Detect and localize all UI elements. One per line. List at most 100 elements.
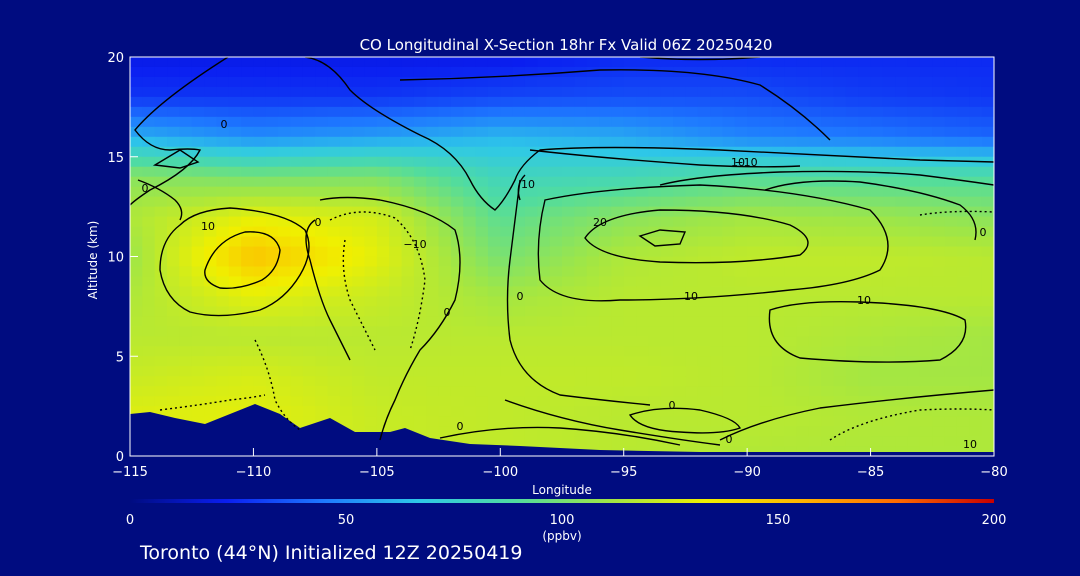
field-cell — [747, 116, 761, 128]
field-cell — [265, 386, 279, 397]
field-cell — [673, 266, 687, 278]
field-cell — [759, 436, 773, 447]
field-cell — [710, 446, 724, 456]
field-cell — [636, 76, 649, 88]
field-cell — [648, 206, 662, 218]
field-cell — [870, 146, 884, 158]
field-cell — [845, 216, 859, 228]
field-cell — [611, 276, 625, 288]
field-cell — [450, 406, 464, 417]
field-cell — [413, 336, 427, 347]
field-cell — [253, 186, 267, 198]
field-cell — [537, 286, 551, 297]
field-cell — [586, 336, 600, 347]
field-cell — [870, 86, 884, 98]
field-cell — [389, 57, 403, 68]
field-cell — [216, 156, 230, 168]
field-cell — [401, 386, 415, 397]
field-cell — [833, 226, 847, 238]
field-cell — [771, 276, 785, 288]
field-cell — [327, 126, 341, 138]
field-cell — [549, 66, 563, 78]
field-cell — [413, 156, 427, 168]
field-cell — [821, 396, 835, 407]
field-cell — [673, 416, 687, 427]
field-cell — [660, 446, 674, 456]
field-cell — [389, 316, 403, 327]
field-cell — [771, 366, 785, 377]
field-cell — [376, 336, 390, 347]
field-cell — [611, 156, 625, 168]
field-cell — [179, 156, 193, 168]
field-cell — [228, 136, 242, 148]
field-cell — [759, 396, 773, 407]
field-cell — [487, 276, 501, 288]
field-cell — [352, 186, 366, 198]
field-cell — [426, 116, 440, 128]
field-cell — [426, 216, 440, 228]
field-cell — [796, 336, 810, 347]
field-cell — [821, 176, 835, 188]
field-cell — [253, 166, 267, 178]
field-cell — [463, 356, 477, 367]
field-cell — [524, 416, 538, 427]
field-cell — [956, 426, 970, 437]
field-cell — [932, 106, 946, 118]
field-cell — [364, 57, 378, 68]
field-cell — [364, 146, 378, 158]
field-cell — [685, 366, 699, 377]
field-cell — [969, 86, 983, 98]
field-cell — [204, 416, 217, 427]
field-cell — [907, 296, 921, 307]
field-cell — [833, 436, 847, 447]
field-cell — [623, 66, 637, 78]
field-cell — [858, 446, 872, 456]
field-cell — [389, 66, 403, 78]
field-cell — [611, 106, 625, 118]
field-cell — [302, 306, 316, 317]
field-cell — [549, 166, 563, 178]
field-cell — [327, 186, 341, 198]
field-cell — [327, 376, 341, 387]
field-cell — [919, 146, 933, 158]
field-cell — [352, 326, 366, 337]
field-cell — [537, 76, 551, 88]
field-cell — [179, 336, 193, 347]
field-cell — [253, 256, 267, 268]
field-cell — [500, 346, 514, 357]
field-cell — [759, 246, 773, 258]
field-cell — [648, 176, 662, 188]
field-cell — [191, 356, 205, 367]
field-cell — [685, 356, 699, 367]
contour-line — [764, 180, 977, 241]
field-cell — [895, 276, 909, 288]
field-cell — [426, 126, 440, 138]
field-cell — [142, 76, 156, 88]
field-cell — [216, 246, 230, 258]
field-cell — [537, 116, 551, 128]
field-cell — [265, 296, 279, 307]
field-cell — [401, 176, 415, 188]
field-cell — [586, 396, 600, 407]
field-cell — [956, 266, 970, 278]
field-cell — [969, 66, 983, 78]
field-cell — [907, 336, 921, 347]
field-cell — [944, 406, 958, 417]
field-cell — [191, 57, 205, 68]
field-cell — [216, 136, 230, 148]
field-cell — [734, 286, 748, 297]
field-cell — [932, 226, 946, 238]
field-cell — [339, 146, 353, 158]
field-cell — [611, 336, 625, 347]
field-cell — [796, 316, 810, 327]
field-cell — [562, 396, 575, 407]
field-cell — [747, 296, 761, 307]
field-cell — [179, 346, 193, 357]
field-cell — [611, 66, 625, 78]
field-cell — [611, 57, 625, 68]
field-cell — [253, 336, 267, 347]
contour-line — [439, 426, 681, 446]
x-tick-label: −85 — [857, 465, 884, 480]
field-cell — [389, 226, 403, 238]
field-cell — [228, 306, 242, 317]
